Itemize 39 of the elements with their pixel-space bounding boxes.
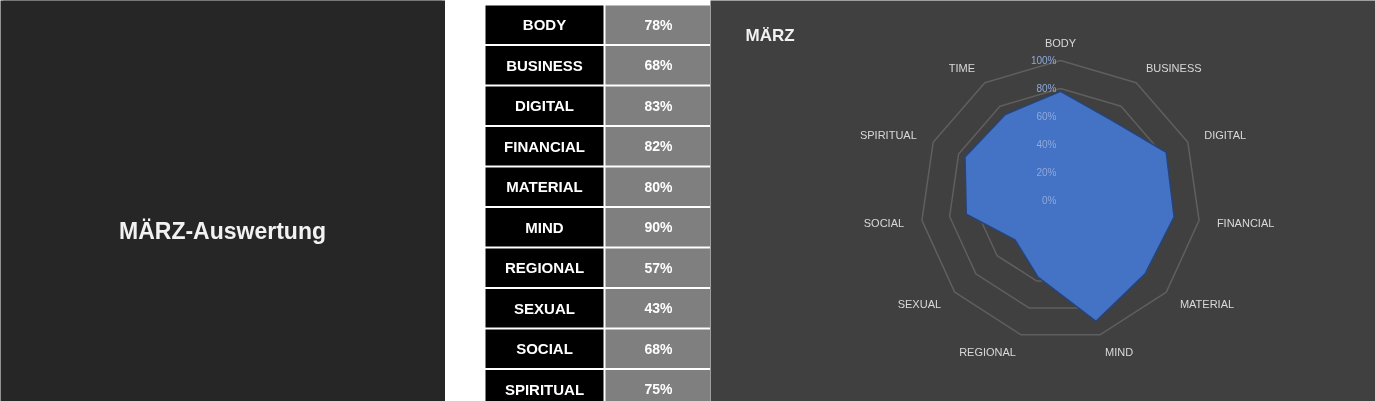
y-tick-label: 60% bbox=[1036, 111, 1057, 122]
y-tick-label: 40% bbox=[1036, 139, 1057, 150]
spoke-label: TIME bbox=[948, 61, 976, 74]
text: MÄRZ-Auswertung bbox=[119, 218, 326, 244]
category-label: MATERIAL bbox=[506, 178, 583, 196]
category-label: DIGITAL bbox=[515, 97, 574, 115]
chart-title: MÄRZ bbox=[745, 26, 795, 45]
data-label: 80% bbox=[644, 178, 674, 195]
spoke-label: BUSINESS bbox=[1145, 61, 1202, 74]
spoke-label: SEXUAL bbox=[897, 297, 942, 310]
y-tick-label: 80% bbox=[1036, 83, 1057, 94]
data-label: 43% bbox=[644, 300, 674, 317]
spoke-label: MATERIAL bbox=[1179, 297, 1235, 310]
y-tick-label: 0% bbox=[1042, 195, 1057, 206]
data-label: 68% bbox=[644, 57, 674, 74]
category-label: REGIONAL bbox=[504, 259, 585, 277]
spoke-label: SOCIAL bbox=[863, 216, 905, 229]
category-label: MIND bbox=[525, 218, 564, 236]
data-label: 57% bbox=[644, 259, 674, 276]
data-label: 78% bbox=[644, 16, 674, 33]
spoke-label: BODY bbox=[1044, 36, 1077, 49]
spoke-label: DIGITAL bbox=[1204, 128, 1247, 141]
y-tick-label: 20% bbox=[1036, 167, 1057, 178]
spoke-label: REGIONAL bbox=[959, 346, 1016, 359]
category-label: BODY bbox=[522, 16, 567, 34]
category-label: SEXUAL bbox=[514, 299, 575, 317]
data-label: 90% bbox=[644, 219, 674, 236]
data-label: 75% bbox=[644, 381, 674, 398]
spoke-label: MIND bbox=[1105, 346, 1134, 359]
spoke-label: FINANCIAL bbox=[1216, 216, 1275, 229]
y-tick-label: 100% bbox=[1030, 55, 1057, 66]
spoke-label: SPIRITUAL bbox=[859, 128, 917, 141]
data-label: 83% bbox=[644, 97, 674, 114]
category-label: SPIRITUAL bbox=[504, 380, 585, 398]
data-label: 82% bbox=[644, 138, 674, 155]
category-label: SOCIAL bbox=[516, 340, 573, 358]
category-label: FINANCIAL bbox=[504, 137, 585, 155]
category-label: BUSINESS bbox=[506, 56, 583, 74]
data-label: 68% bbox=[644, 340, 674, 357]
